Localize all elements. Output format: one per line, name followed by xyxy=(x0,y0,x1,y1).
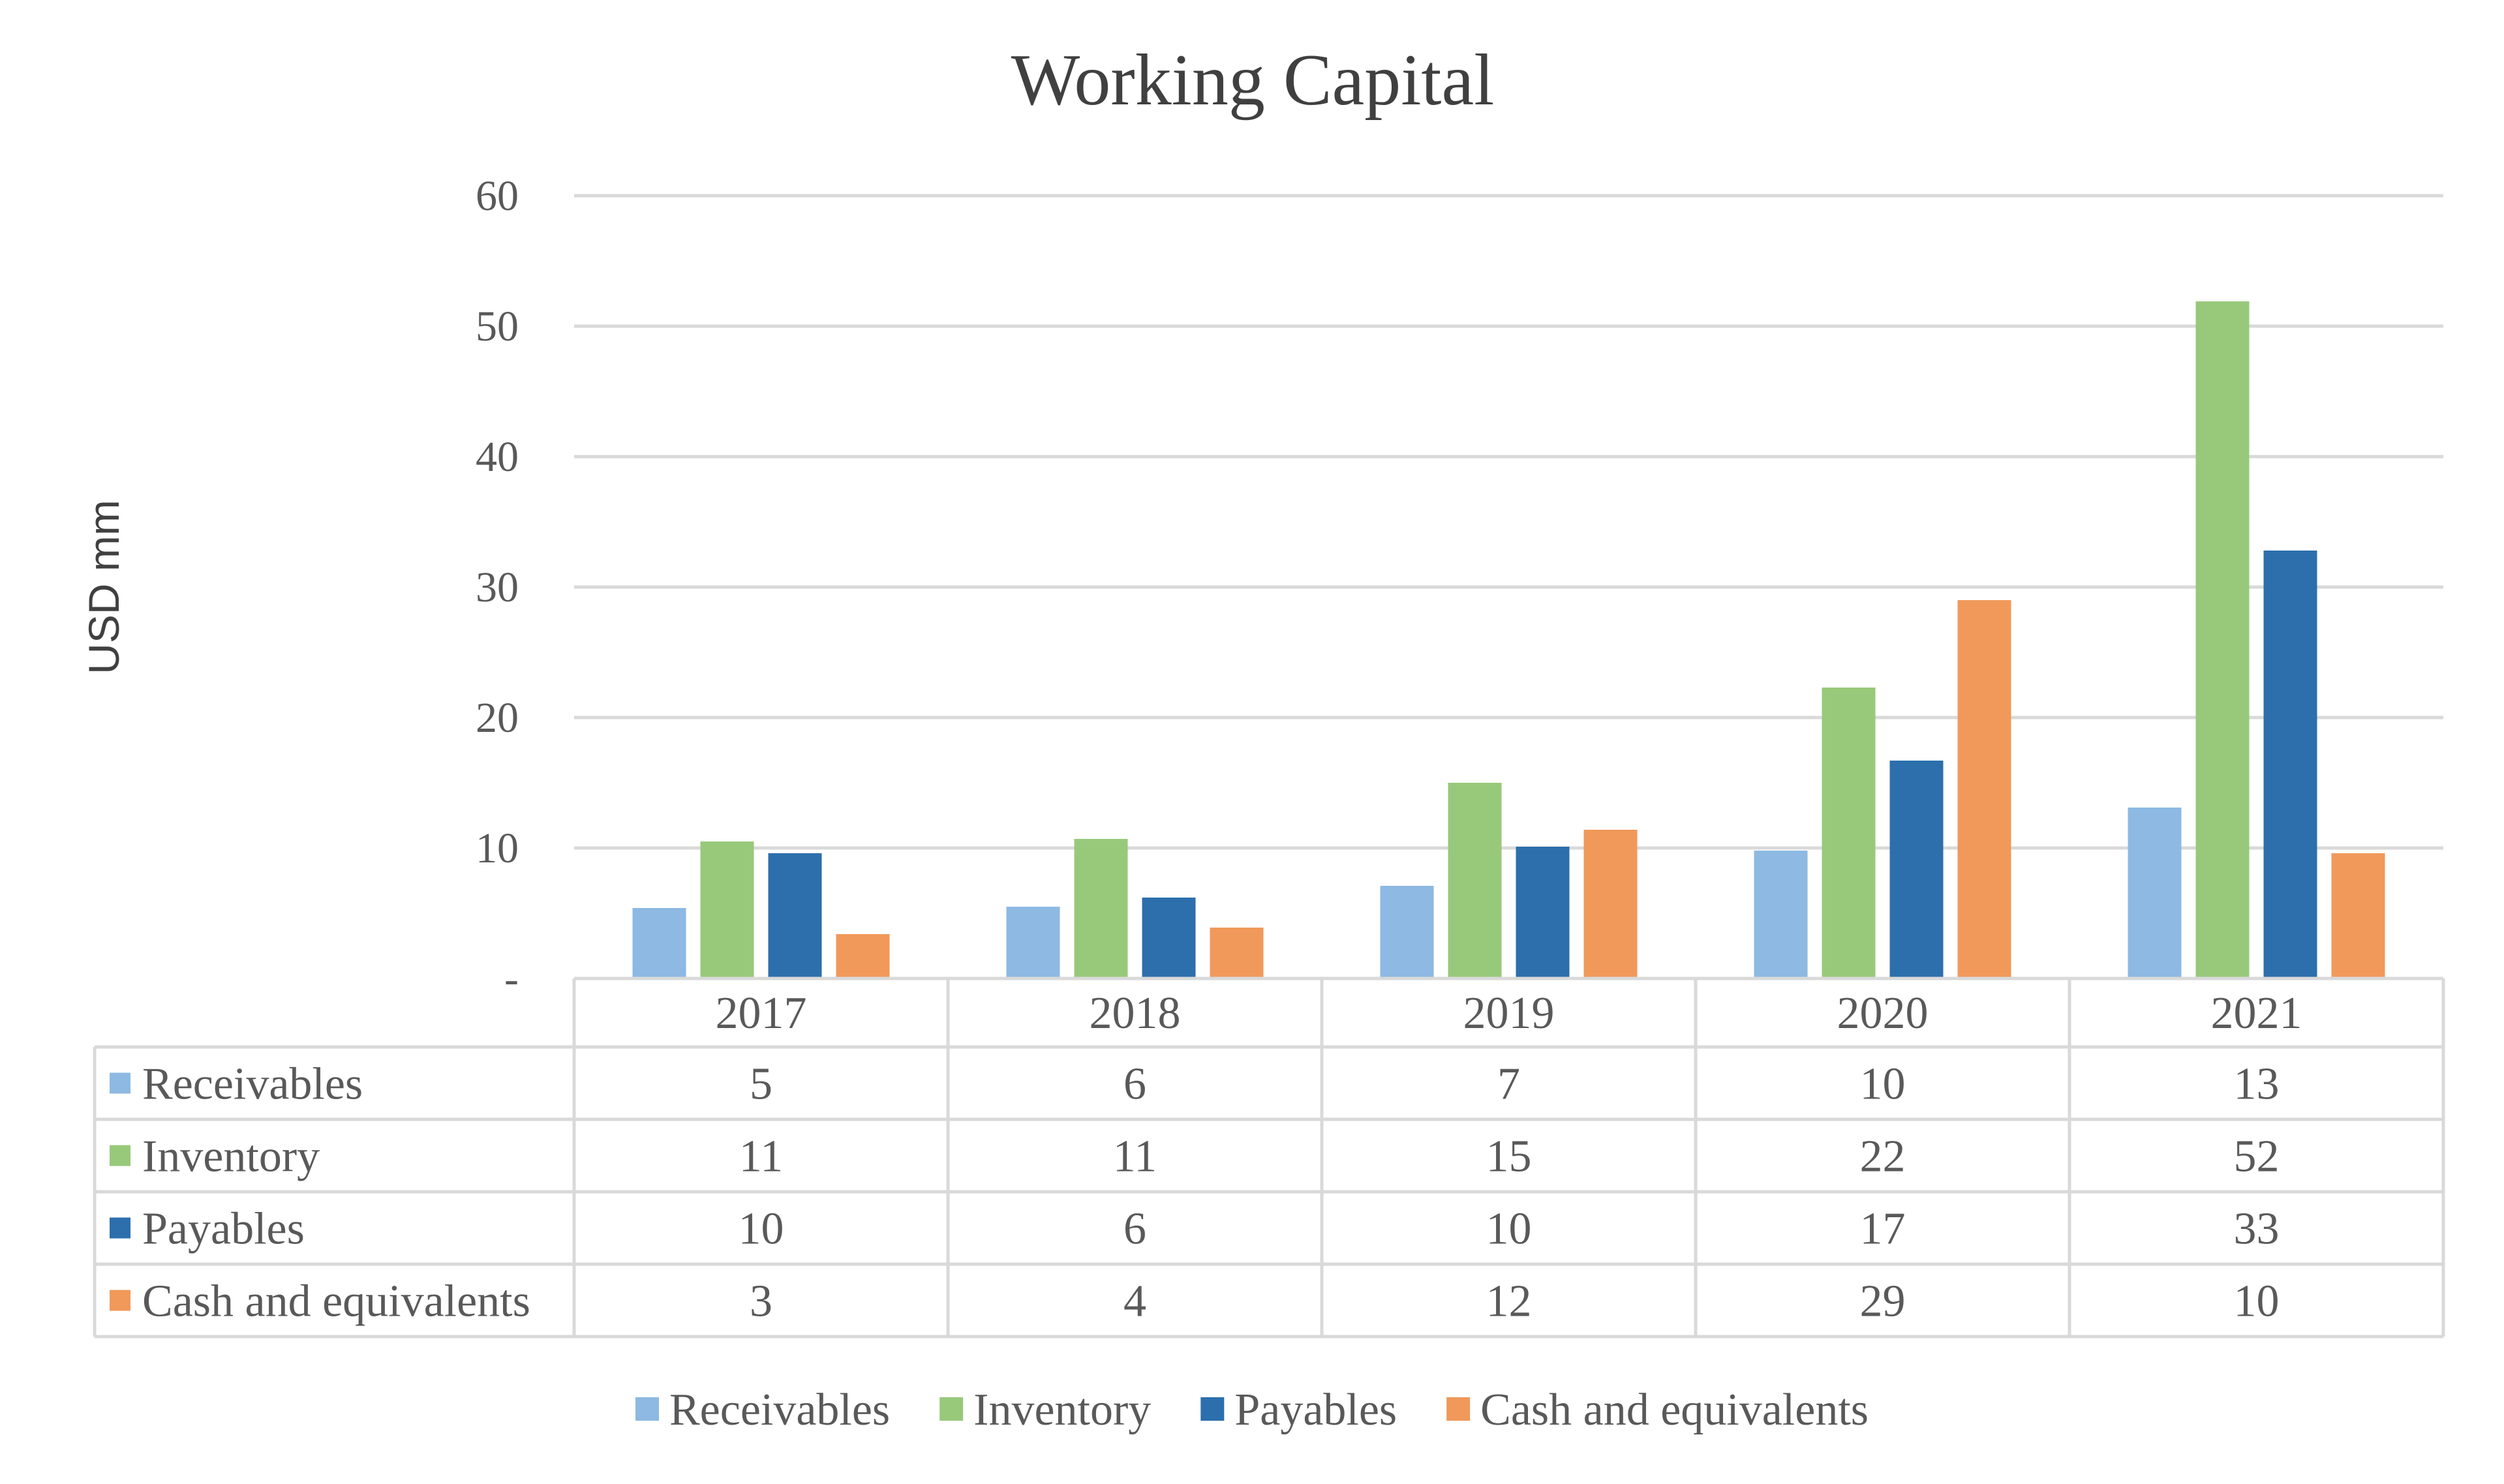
bar xyxy=(2128,808,2182,978)
table-cell: 6 xyxy=(1123,1059,1146,1110)
bar xyxy=(1516,847,1570,978)
table-cell: 52 xyxy=(2234,1132,2280,1182)
category-label: 2020 xyxy=(1837,988,1929,1038)
table-cell: 10 xyxy=(2234,1277,2280,1327)
bar xyxy=(1380,886,1434,978)
legend-swatch xyxy=(1446,1397,1471,1421)
row-swatch xyxy=(110,1290,130,1311)
table-cell: 11 xyxy=(739,1132,783,1182)
chart-title: Working Capital xyxy=(1011,40,1495,121)
bar xyxy=(1889,761,1944,978)
y-tick-label: 30 xyxy=(476,564,519,611)
table-cell: 22 xyxy=(1860,1132,1906,1182)
bar xyxy=(2263,551,2317,978)
y-tick-labels: - 10 20 30 40 50 60 xyxy=(476,172,519,1003)
bar xyxy=(1210,928,1264,978)
y-tick-label: 60 xyxy=(476,172,519,220)
table-cell: 10 xyxy=(739,1204,784,1254)
y-tick-label: 40 xyxy=(476,433,519,481)
table-cell: 10 xyxy=(1860,1059,1906,1110)
y-tick-label: 50 xyxy=(476,303,519,350)
table-cell: 6 xyxy=(1123,1204,1146,1254)
table-cell: 5 xyxy=(750,1059,772,1110)
bar xyxy=(1583,830,1638,978)
table-cell: 3 xyxy=(750,1277,772,1327)
table-cell: 29 xyxy=(1860,1277,1906,1327)
y-tick-label: 10 xyxy=(476,825,519,872)
row-swatch xyxy=(110,1145,130,1166)
row-swatch xyxy=(110,1217,130,1239)
legend-label: Cash and equivalents xyxy=(1480,1385,1869,1435)
bar xyxy=(1957,600,2011,978)
table-cell: 10 xyxy=(1486,1204,1532,1254)
legend-label: Inventory xyxy=(973,1385,1151,1435)
row-label: Cash and equivalents xyxy=(142,1277,530,1327)
row-label: Receivables xyxy=(142,1059,363,1110)
legend-label: Receivables xyxy=(669,1385,890,1435)
row-label: Inventory xyxy=(142,1132,320,1182)
y-tick-label: - xyxy=(504,955,519,1003)
bar xyxy=(632,908,686,978)
bar xyxy=(1006,907,1060,978)
category-label: 2017 xyxy=(716,988,807,1038)
bars xyxy=(632,301,2385,978)
bar xyxy=(1074,839,1128,978)
row-swatch xyxy=(110,1072,130,1094)
bar xyxy=(2195,301,2250,978)
bar xyxy=(1142,898,1196,978)
legend-swatch xyxy=(1200,1397,1225,1421)
legend: Receivables Inventory Payables Cash and equ… xyxy=(635,1385,1869,1435)
table-cell: 11 xyxy=(1113,1132,1157,1182)
bar xyxy=(1822,688,1876,978)
table-cell: 12 xyxy=(1486,1277,1532,1327)
gridlines xyxy=(574,194,2443,850)
bar xyxy=(700,841,754,978)
table-cell: 13 xyxy=(2234,1059,2280,1110)
bar xyxy=(1754,851,1808,978)
category-label: 2018 xyxy=(1090,988,1181,1038)
row-label: Payables xyxy=(142,1204,305,1254)
legend-swatch xyxy=(939,1397,964,1421)
table-cell: 17 xyxy=(1860,1204,1906,1254)
data-table: 2017 2018 2019 2020 2021 Receivables 5 6 7 10 13 In… xyxy=(93,977,2445,1339)
bar xyxy=(2331,853,2385,978)
table-cell: 4 xyxy=(1123,1277,1146,1327)
y-axis-label: USD mm xyxy=(80,500,128,674)
y-tick-label: 20 xyxy=(476,694,519,742)
bar xyxy=(836,934,890,978)
bar xyxy=(768,853,822,978)
table-cell: 15 xyxy=(1486,1132,1532,1182)
category-label: 2019 xyxy=(1463,988,1555,1038)
table-cell: 7 xyxy=(1497,1059,1520,1110)
table-cell: 33 xyxy=(2234,1204,2280,1254)
legend-label: Payables xyxy=(1234,1385,1397,1435)
category-label: 2021 xyxy=(2211,988,2302,1038)
legend-swatch xyxy=(635,1397,659,1421)
bar xyxy=(1448,783,1502,978)
